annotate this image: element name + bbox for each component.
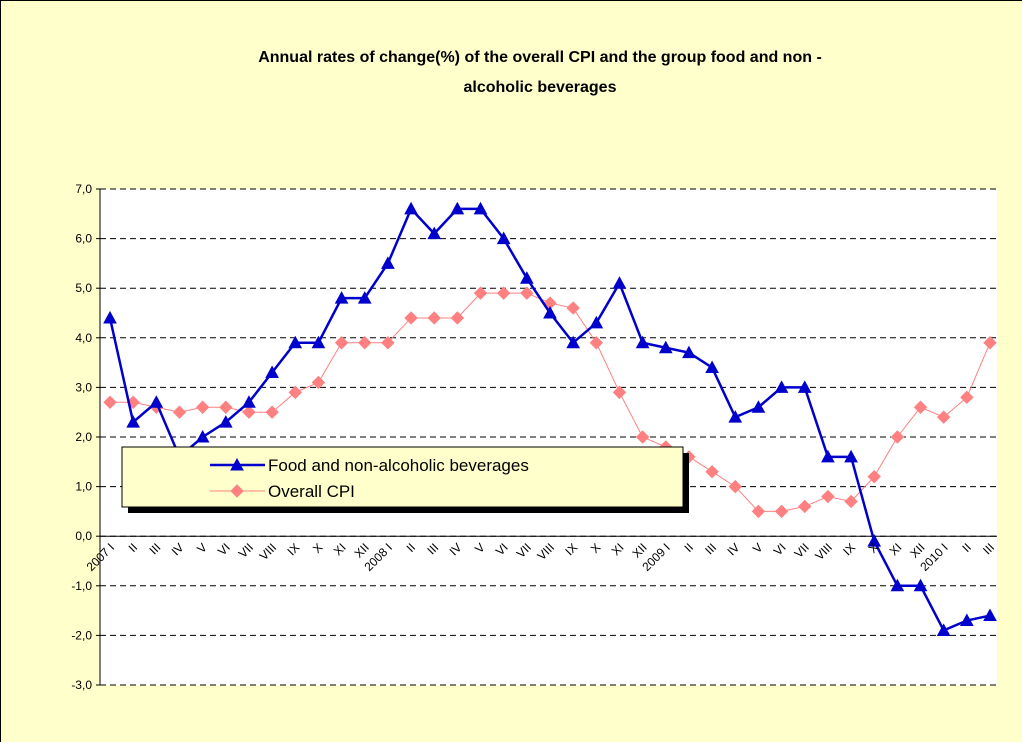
marker — [728, 479, 742, 494]
y-tick-label: 7,0 — [75, 182, 92, 196]
marker — [242, 405, 256, 419]
marker — [566, 335, 581, 349]
marker — [682, 345, 696, 359]
marker — [311, 335, 326, 349]
marker — [705, 465, 719, 479]
marker — [867, 534, 882, 547]
marker — [751, 504, 766, 519]
marker — [496, 231, 511, 245]
marker — [265, 405, 279, 419]
marker — [983, 336, 997, 350]
marker — [265, 365, 279, 379]
marker — [543, 305, 557, 319]
y-tick-label: 0,0 — [75, 529, 92, 543]
marker — [149, 395, 164, 408]
marker — [798, 499, 812, 514]
marker — [728, 410, 743, 423]
y-tick-label: 2,0 — [75, 430, 92, 444]
marker — [242, 395, 256, 408]
marker — [381, 336, 395, 350]
y-tick-label: 1,0 — [75, 480, 92, 494]
marker — [983, 608, 997, 622]
marker — [404, 311, 418, 325]
marker — [821, 449, 835, 463]
marker — [566, 301, 580, 315]
marker — [103, 395, 117, 409]
marker — [519, 271, 534, 284]
marker — [496, 286, 511, 300]
y-tick-label: -1,0 — [71, 579, 92, 593]
marker — [774, 380, 789, 393]
marker — [520, 286, 534, 300]
marker — [589, 336, 604, 350]
marker — [288, 335, 303, 349]
marker — [890, 578, 905, 592]
marker — [936, 410, 951, 424]
marker — [334, 336, 349, 350]
marker — [473, 286, 488, 300]
marker — [821, 489, 835, 504]
y-tick-label: 6,0 — [75, 232, 92, 246]
marker — [450, 311, 465, 325]
marker — [427, 226, 442, 240]
marker — [195, 400, 210, 414]
marker — [230, 484, 244, 498]
marker — [589, 315, 604, 329]
marker — [844, 449, 858, 463]
marker — [960, 390, 974, 405]
marker — [612, 385, 627, 400]
marker — [867, 469, 881, 484]
legend: Food and non-alcoholic beverages Overall … — [121, 446, 689, 513]
marker — [427, 311, 441, 325]
marker — [126, 415, 141, 428]
marker — [751, 400, 766, 413]
marker — [658, 340, 673, 354]
y-tick-label: -2,0 — [71, 628, 92, 642]
marker — [774, 504, 789, 519]
marker — [844, 494, 858, 509]
marker — [705, 360, 719, 374]
legend-label: Food and non-alcoholic beverages — [268, 456, 529, 475]
grid — [96, 188, 997, 686]
plot-area — [100, 189, 997, 685]
series — [103, 201, 997, 636]
marker — [219, 400, 233, 414]
marker — [612, 276, 627, 289]
marker — [797, 380, 812, 393]
legend-label: Overall CPI — [268, 482, 355, 501]
marker — [334, 291, 349, 304]
marker — [230, 457, 244, 471]
marker — [195, 429, 210, 443]
chart-title: alcoholic beverages — [464, 79, 617, 96]
marker — [450, 201, 465, 215]
marker — [357, 291, 372, 304]
legend-box — [121, 446, 684, 508]
marker — [635, 335, 650, 349]
marker — [959, 613, 974, 627]
marker — [404, 201, 418, 215]
marker — [381, 256, 395, 269]
y-tick-label: -3,0 — [71, 678, 92, 692]
y-tick-label: 3,0 — [75, 380, 92, 394]
y-tick-label: 5,0 — [75, 281, 92, 295]
marker — [913, 578, 928, 592]
marker — [218, 415, 233, 428]
chart-title: Annual rates of change(%) of the overall… — [258, 49, 822, 66]
marker — [288, 385, 302, 400]
y-tick-label: 4,0 — [75, 331, 92, 345]
marker — [473, 201, 488, 215]
marker — [358, 336, 372, 350]
marker — [635, 430, 650, 444]
marker — [890, 430, 905, 444]
marker — [913, 400, 928, 414]
marker — [936, 623, 951, 636]
marker — [311, 375, 326, 390]
marker — [172, 405, 187, 419]
marker — [103, 310, 117, 324]
